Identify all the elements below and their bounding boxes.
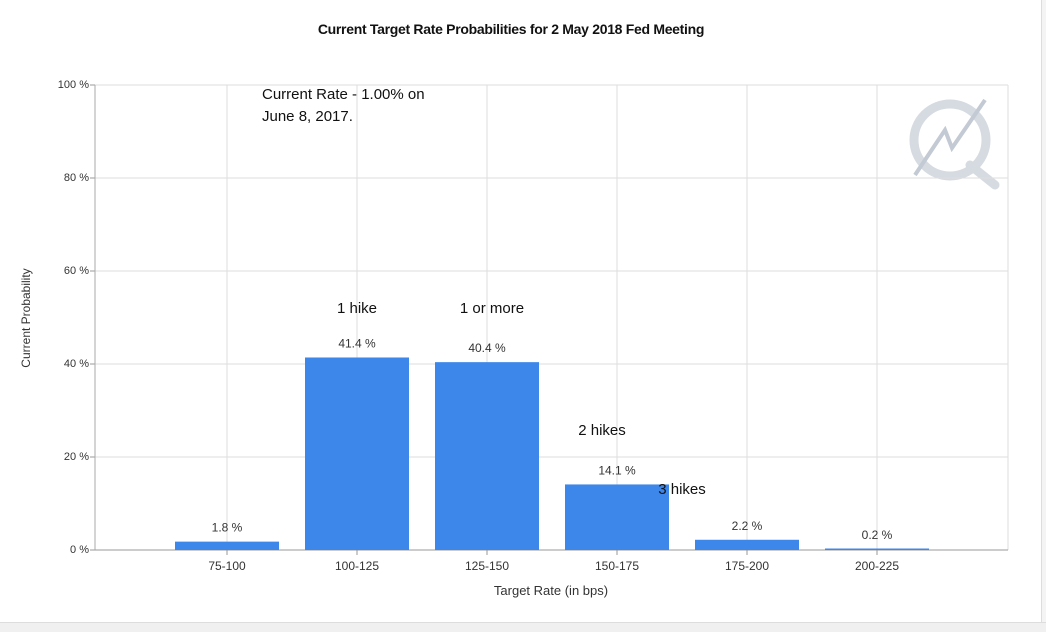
current-rate-note: Current Rate - 1.00% on <box>262 86 425 103</box>
data-label: 40.4 % <box>468 341 506 355</box>
bar-200-225 <box>825 548 929 550</box>
bar-note: 2 hikes <box>578 422 626 439</box>
watermark-bolt <box>913 98 987 177</box>
watermark-ring <box>909 99 991 181</box>
y-tick-label: 60 % <box>64 265 89 277</box>
data-label: 41.4 % <box>338 336 376 350</box>
bar-75-100 <box>175 541 279 550</box>
bar-175-200 <box>695 539 799 550</box>
x-tick-label: 150-175 <box>595 559 639 573</box>
x-tick-label: 175-200 <box>725 559 769 573</box>
y-tick-label: 40 % <box>64 358 89 370</box>
data-label: 14.1 % <box>598 463 636 477</box>
x-tick-label: 200-225 <box>855 559 899 573</box>
bar-note: 3 hikes <box>658 481 706 498</box>
y-axis-label: Current Probability <box>19 268 33 367</box>
current-rate-note: June 8, 2017. <box>262 108 353 125</box>
bar-100-125 <box>305 357 409 550</box>
y-tick-label: 0 % <box>70 544 89 556</box>
window-edge <box>1041 0 1046 622</box>
y-tick-label: 80 % <box>64 172 89 184</box>
window-bottom-strip <box>0 622 1046 632</box>
bar-note: 1 or more <box>460 300 524 317</box>
bar-note: 1 hike <box>337 300 377 317</box>
x-tick-label: 75-100 <box>208 559 246 573</box>
bar-125-150 <box>435 362 539 550</box>
data-label: 1.8 % <box>212 521 243 535</box>
x-tick-label: 100-125 <box>335 559 379 573</box>
bar-150-175 <box>565 484 669 550</box>
y-tick-label: 20 % <box>64 451 89 463</box>
y-tick-label: 100 % <box>58 79 89 91</box>
watermark-tail <box>965 160 1000 190</box>
x-axis-label: Target Rate (in bps) <box>494 583 608 598</box>
q-lightning-logo-icon <box>909 98 1000 190</box>
data-label: 0.2 % <box>862 528 893 542</box>
data-label: 2.2 % <box>732 519 763 533</box>
x-tick-label: 125-150 <box>465 559 509 573</box>
chart-title: Current Target Rate Probabilities for 2 … <box>318 21 704 37</box>
